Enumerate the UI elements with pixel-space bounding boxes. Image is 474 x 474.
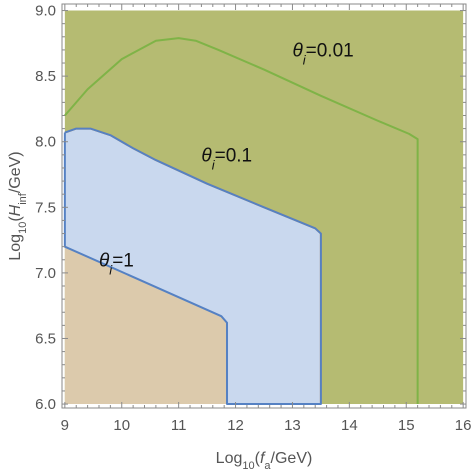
y-tick-label: 7.0	[35, 265, 56, 282]
region-boundary-0	[64, 37, 419, 405]
x-tick-label: 16	[455, 417, 472, 434]
region-label-0: θi=0.01	[292, 40, 353, 66]
region-fill-2	[64, 128, 321, 405]
x-tick-label: 10	[113, 417, 130, 434]
x-tick-label: 15	[398, 417, 415, 434]
x-tick-label: 13	[284, 417, 301, 434]
y-axis-title: Log10(Hinf/GeV)	[7, 151, 29, 260]
region-label-2: θi=1	[99, 250, 134, 277]
region-label-1: θi=0.1	[201, 145, 252, 172]
plot-frame	[61, 3, 467, 409]
region-boundary-2	[63, 127, 322, 406]
y-tick-label: 9.0	[35, 3, 56, 20]
y-tick-label: 6.5	[35, 330, 56, 347]
x-tick-label: 12	[227, 417, 244, 434]
y-tick-label: 8.0	[35, 134, 56, 151]
y-tick-label: 7.5	[35, 199, 56, 216]
x-tick-label: 11	[171, 417, 187, 434]
x-axis-title: Log10(fa/GeV)	[216, 450, 313, 472]
x-tick-label: 9	[61, 417, 69, 434]
y-tick-label: 8.5	[35, 68, 56, 85]
x-tick-label: 14	[341, 417, 358, 434]
y-tick-label: 6.0	[35, 396, 56, 413]
